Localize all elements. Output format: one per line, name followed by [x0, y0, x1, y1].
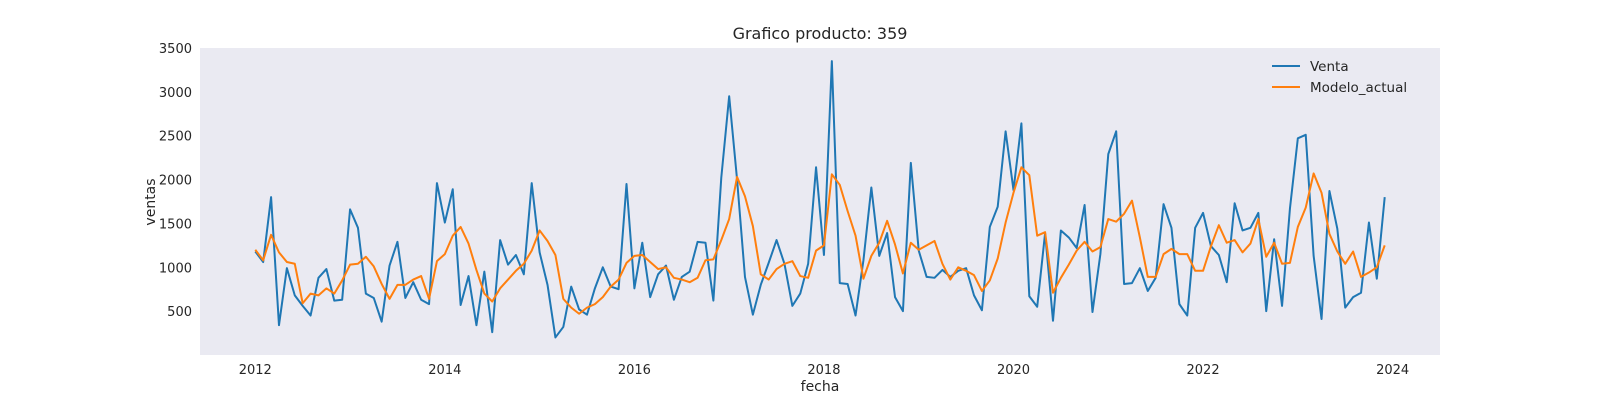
x-axis-label: fecha [801, 379, 840, 395]
x-tick-label: 2024 [1376, 363, 1409, 378]
y-tick-labels: 500 1000 1500 2000 2500 3000 3500 [159, 42, 192, 320]
legend-label: Modelo_actual [1310, 80, 1407, 96]
y-tick-label: 3500 [159, 42, 192, 57]
y-tick-label: 1500 [159, 217, 192, 232]
x-tick-label: 2022 [1187, 363, 1220, 378]
x-tick-label: 2016 [618, 363, 651, 378]
y-tick-label: 1000 [159, 261, 192, 276]
x-tick-label: 2014 [428, 363, 461, 378]
x-tick-label: 2018 [807, 363, 840, 378]
series-layer [254, 60, 1386, 339]
chart-title: Grafico producto: 359 [733, 24, 908, 43]
y-tick-label: 2000 [159, 174, 192, 189]
x-tick-label: 2020 [997, 363, 1030, 378]
series-line-venta [254, 60, 1386, 339]
legend-label: Venta [1310, 59, 1349, 75]
series-line-modelo-actual [254, 166, 1386, 315]
legend: Venta Modelo_actual [1272, 59, 1407, 96]
y-tick-label: 500 [167, 305, 192, 320]
y-axis-label: ventas [143, 178, 159, 225]
x-tick-label: 2012 [239, 363, 272, 378]
x-tick-labels: 2012 2014 2016 2018 2020 2022 2024 [239, 363, 1409, 378]
y-tick-label: 3000 [159, 86, 192, 101]
y-tick-label: 2500 [159, 130, 192, 145]
